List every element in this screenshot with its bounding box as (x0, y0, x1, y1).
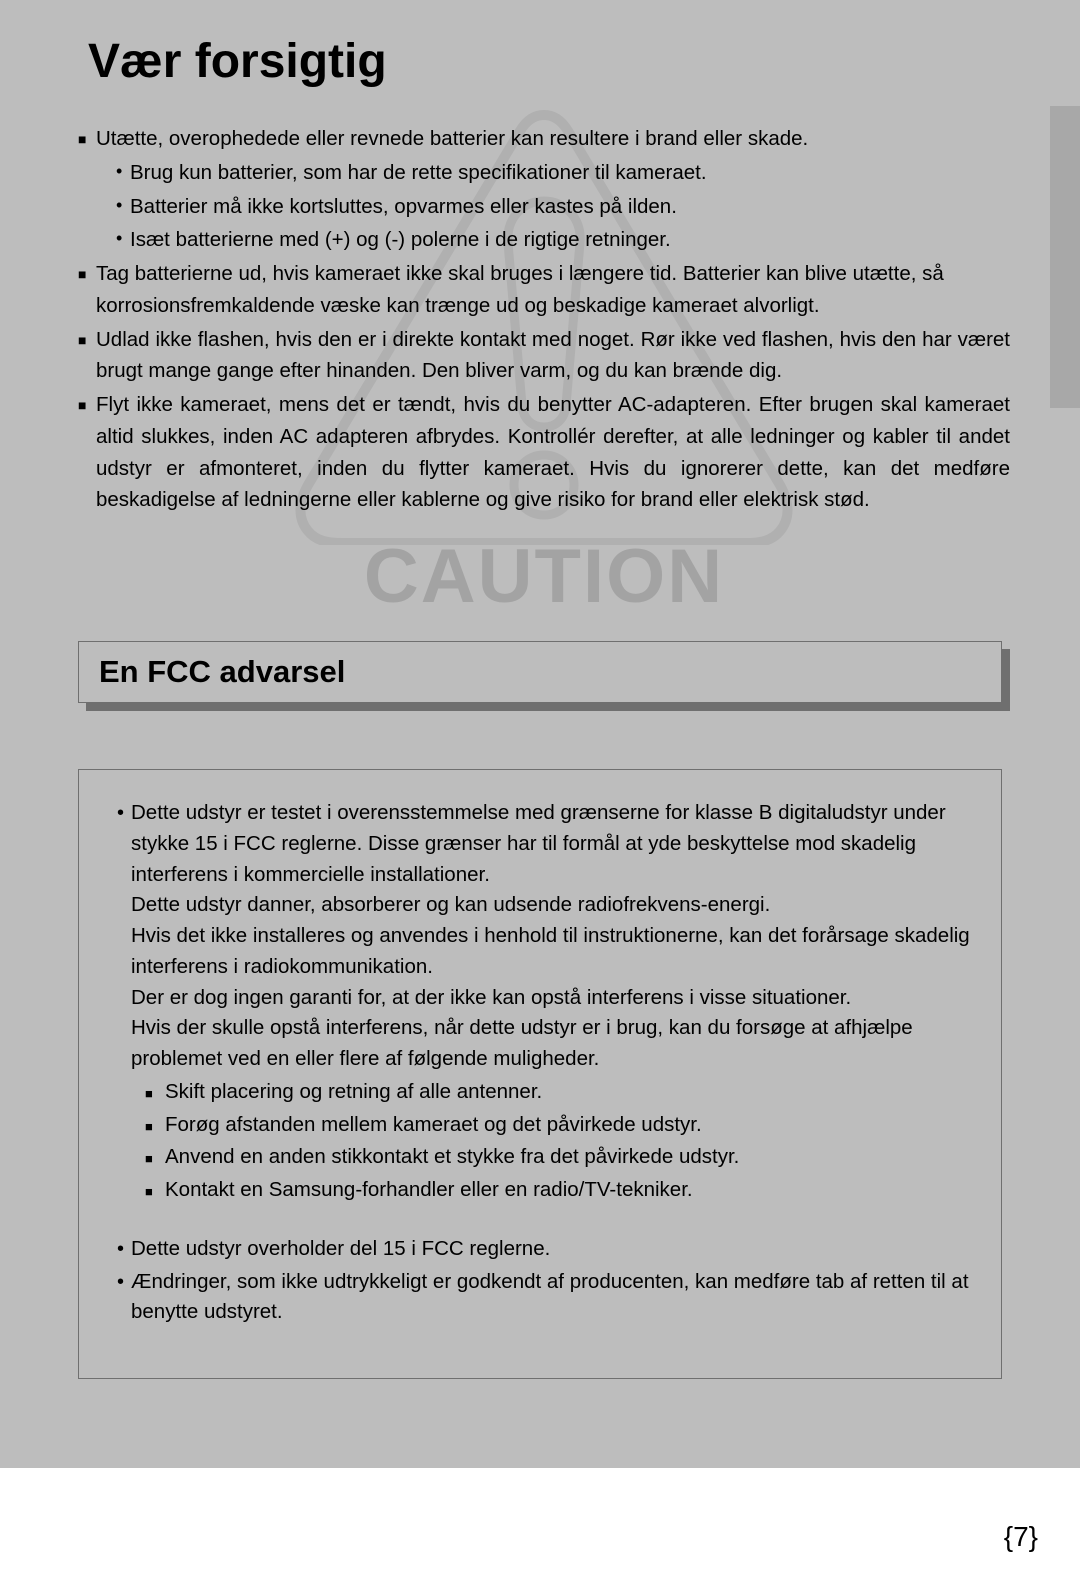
spacer (117, 1208, 973, 1234)
fcc-title: En FCC advarsel (99, 654, 345, 690)
fcc-sub-item: ■Kontakt en Samsung-forhandler eller en … (145, 1175, 973, 1206)
fcc-sub-list: ■Skift placering og retning af alle ante… (117, 1077, 973, 1206)
square-bullet-icon: ■ (145, 1110, 165, 1141)
square-bullet-icon: ■ (145, 1077, 165, 1108)
caution-sub-text: Batterier må ikke kortsluttes, opvarmes … (130, 191, 677, 223)
dot-bullet-icon: • (116, 224, 130, 256)
fcc-sub-item: ■Anvend en anden stikkontakt et stykke f… (145, 1142, 973, 1173)
page-number: {7} (1004, 1521, 1038, 1553)
caution-bullet: ■Utætte, overophedede eller revnede batt… (78, 123, 1010, 155)
dot-bullet-icon: • (116, 191, 130, 223)
caution-bullet-text: Utætte, overophedede eller revnede batte… (96, 123, 1010, 155)
square-bullet-icon: ■ (78, 389, 96, 516)
caution-sub-item: •Brug kun batterier, som har de rette sp… (116, 157, 1010, 189)
page-title: Vær forsigtig (88, 34, 1010, 89)
fcc-dot-text: Ændringer, som ikke udtrykkeligt er godk… (131, 1267, 973, 1329)
caution-bullet-text: Tag batterierne ud, hvis kameraet ikke s… (96, 258, 1010, 322)
fcc-sub-text: Kontakt en Samsung-forhandler eller en r… (165, 1175, 693, 1206)
fcc-dot-text: Dette udstyr overholder del 15 i FCC reg… (131, 1234, 973, 1265)
caution-sub-text: Isæt batterierne med (+) og (-) polerne … (130, 224, 671, 256)
fcc-sub-text: Forøg afstanden mellem kameraet og det p… (165, 1110, 702, 1141)
fcc-dot-item: •Ændringer, som ikke udtrykkeligt er god… (117, 1267, 973, 1329)
caution-section: CAUTION ■Utætte, overophedede eller revn… (78, 123, 1010, 591)
caution-sub-item: •Batterier må ikke kortsluttes, opvarmes… (116, 191, 1010, 223)
fcc-sub-item: ■Skift placering og retning af alle ante… (145, 1077, 973, 1108)
fcc-sub-item: ■Forøg afstanden mellem kameraet og det … (145, 1110, 973, 1141)
caution-sub-list: •Brug kun batterier, som har de rette sp… (78, 157, 1010, 256)
caution-watermark-text: CAUTION (364, 533, 724, 620)
caution-bullet-text: Flyt ikke kameraet, mens det er tændt, h… (96, 389, 1010, 516)
fcc-dot-item: •Dette udstyr er testet i overensstemmel… (117, 798, 973, 1075)
square-bullet-icon: ■ (145, 1175, 165, 1206)
fcc-sub-text: Anvend en anden stikkontakt et stykke fr… (165, 1142, 739, 1173)
square-bullet-icon: ■ (145, 1142, 165, 1173)
fcc-header-wrap: En FCC advarsel (78, 641, 1002, 711)
fcc-sub-text: Skift placering og retning af alle anten… (165, 1077, 542, 1108)
square-bullet-icon: ■ (78, 324, 96, 388)
fcc-dot-item: •Dette udstyr overholder del 15 i FCC re… (117, 1234, 973, 1265)
caution-sub-item: •Isæt batterierne med (+) og (-) polerne… (116, 224, 1010, 256)
dot-bullet-icon: • (117, 1267, 131, 1329)
caution-bullet-list: ■Utætte, overophedede eller revnede batt… (78, 123, 1010, 516)
caution-bullet: ■Tag batterierne ud, hvis kameraet ikke … (78, 258, 1010, 322)
dot-bullet-icon: • (116, 157, 130, 189)
fcc-box: •Dette udstyr er testet i overensstemmel… (78, 769, 1002, 1379)
fcc-header: En FCC advarsel (78, 641, 1002, 703)
square-bullet-icon: ■ (78, 123, 96, 155)
fcc-dot-text: Dette udstyr er testet i overensstemmels… (131, 798, 973, 1075)
caution-bullet-text: Udlad ikke flashen, hvis den er i direkt… (96, 324, 1010, 388)
caution-sub-text: Brug kun batterier, som har de rette spe… (130, 157, 707, 189)
dot-bullet-icon: • (117, 1234, 131, 1265)
square-bullet-icon: ■ (78, 258, 96, 322)
dot-bullet-icon: • (117, 798, 131, 1075)
page-content: Vær forsigtig CAUTION ■Utætte, overophed… (0, 0, 1080, 1379)
caution-bullet: ■Udlad ikke flashen, hvis den er i direk… (78, 324, 1010, 388)
caution-bullet: ■Flyt ikke kameraet, mens det er tændt, … (78, 389, 1010, 516)
